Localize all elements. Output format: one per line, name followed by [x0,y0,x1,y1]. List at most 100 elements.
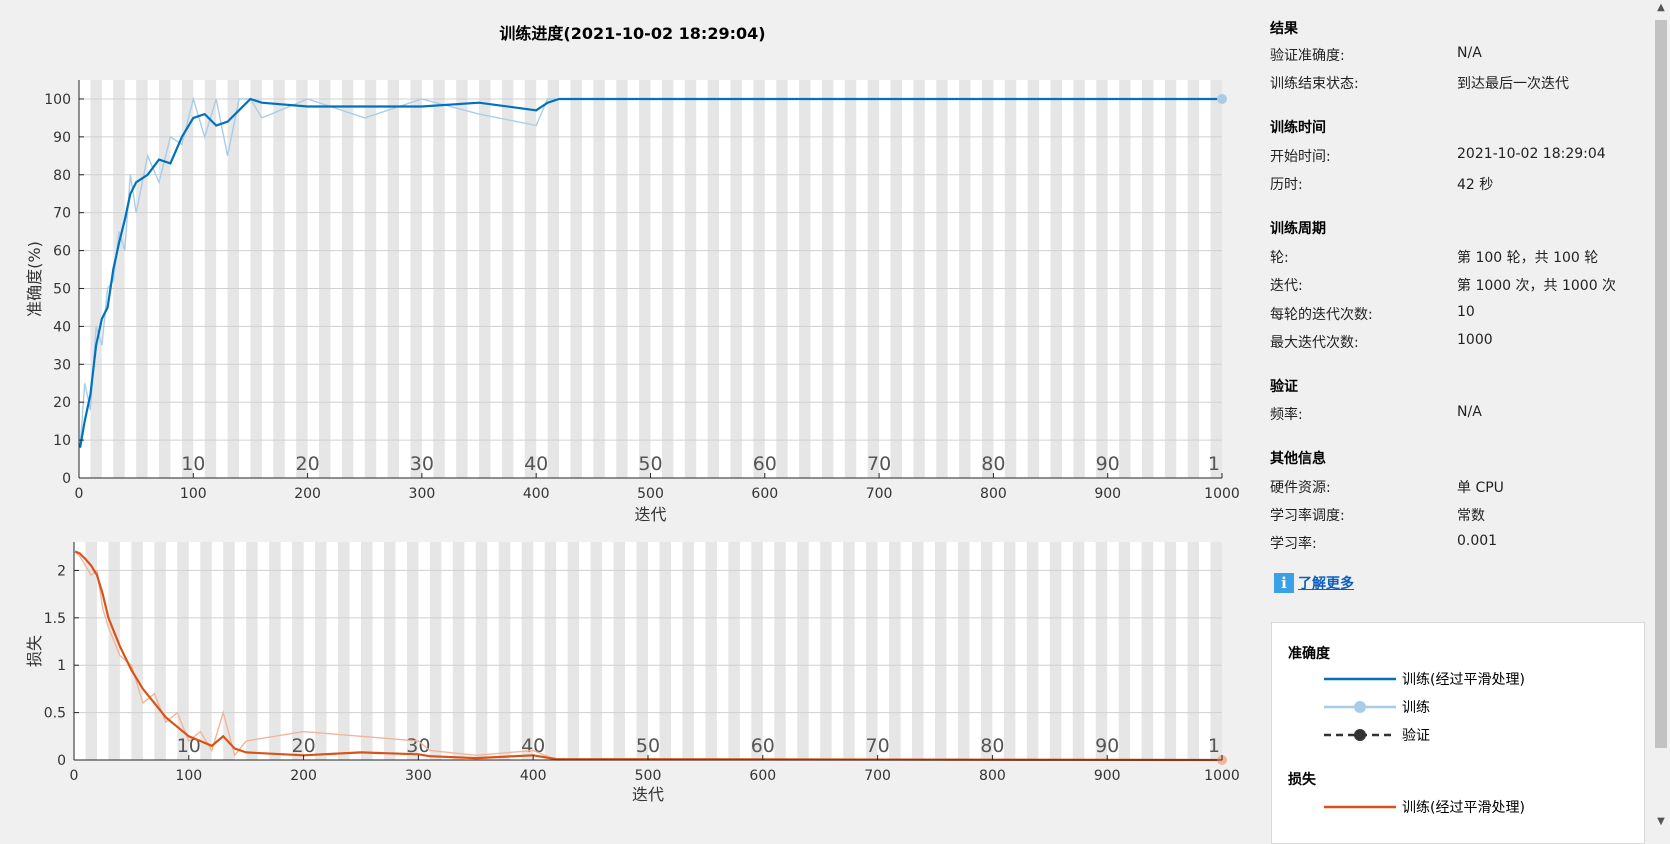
acc-epoch-band [364,80,377,478]
legend-acc-val: 验证 [1324,725,1430,745]
results-heading: 结果 [1270,21,1298,37]
legend-accuracy-heading: 准确度 [1288,646,1330,662]
val-acc-label: 验证准确度: [1270,48,1345,64]
acc-epoch-band [1004,80,1017,478]
acc-epoch-band [319,80,331,478]
acc-epoch-band [661,80,674,478]
legend-acc-smoothed-swatch [1324,677,1396,681]
loss-epoch-label: 1 [1208,735,1220,757]
acc-epoch-band [479,80,491,478]
acc-epoch-band [1164,80,1177,478]
loss-epoch-band [223,542,235,760]
loss-epoch-band [269,542,281,760]
acc-y-tick-label: 90 [53,130,71,146]
legend-acc-train-label: 训练 [1402,700,1430,716]
max-iter-label: 最大迭代次数: [1270,335,1359,351]
acc-epoch-band [639,80,651,478]
loss-epoch-band [1164,542,1177,760]
legend-acc-train-swatch [1324,701,1396,713]
loss-epoch-label: 10 [177,735,201,757]
acc-x-tick-label: 400 [523,486,550,502]
loss-epoch-band [131,542,143,760]
frequency-label: 频率: [1270,407,1303,423]
loss-epoch-band [177,542,189,760]
acc-epoch-band [707,80,720,478]
loss-epoch-band [1026,542,1039,760]
legend-loss-smoothed-label: 训练(经过平滑处理) [1402,800,1525,816]
loss-x-tick-label: 400 [520,768,547,784]
loss-epoch-band [980,542,993,760]
loss-x-tick-label: 500 [635,768,662,784]
loss-epoch-band [108,542,120,760]
legend-box: 准确度 训练(经过平滑处理) 训练 验证 损失 训练(经过平滑处理) [1271,622,1645,844]
acc-x-tick-label: 300 [409,486,436,502]
scroll-down-arrow-icon[interactable]: ▼ [1657,816,1665,827]
loss-epoch-band [1072,542,1085,760]
loss-epoch-band [383,542,396,760]
acc-epoch-band [204,80,217,478]
legend-loss-smoothed-swatch [1324,805,1396,809]
acc-epoch-band [730,80,742,478]
acc-x-tick-label: 600 [751,486,778,502]
acc-epoch-label: 20 [296,453,320,475]
loss-epoch-band [406,542,419,760]
acc-y-tick-label: 10 [53,433,71,449]
acc-epoch-band [433,80,445,478]
hardware-value: 单 CPU [1457,480,1504,496]
loss-epoch-band [636,542,648,760]
iteration-label: 迭代: [1270,278,1303,294]
loss-x-tick-label: 200 [290,768,317,784]
acc-epoch-band [616,80,628,478]
end-state-label: 训练结束状态: [1270,76,1359,92]
learn-more-link[interactable]: 了解更多 [1298,576,1354,592]
scroll-up-arrow-icon[interactable]: ▲ [1657,2,1665,13]
loss-epoch-band [154,542,166,760]
acc-epoch-band [753,80,765,478]
acc-epoch-band [227,80,240,478]
loss-epoch-band [843,542,855,760]
loss-epoch-band [751,542,763,760]
acc-epoch-band [296,80,308,478]
loss-epoch-band [498,542,511,760]
iter-per-epoch-label: 每轮的迭代次数: [1270,307,1373,323]
loss-epoch-band [429,542,442,760]
acc-epoch-label: 90 [1096,453,1120,475]
loss-epoch-band [338,542,350,760]
loss-epoch-band [682,542,694,760]
legend-acc-smoothed-label: 训练(经过平滑处理) [1402,672,1525,688]
acc-epoch-band [799,80,811,478]
acc-epoch-band [341,80,354,478]
acc-epoch-band [1073,80,1085,478]
acc-x-tick-label: 500 [637,486,664,502]
loss-epoch-band [200,542,212,760]
other-heading: 其他信息 [1270,451,1326,467]
loss-epoch-band [292,542,304,760]
acc-epoch-band [913,80,925,478]
lr-schedule-value: 常数 [1457,508,1485,524]
acc-y-tick-label: 60 [53,244,71,260]
acc-epoch-band [159,80,171,478]
acc-epoch-band [1096,80,1108,478]
acc-epoch-band [1187,80,1200,478]
acc-x-axis-label: 迭代 [634,505,666,524]
acc-epoch-band [273,80,285,478]
acc-epoch-band [844,80,857,478]
acc-epoch-band [821,80,834,478]
acc-epoch-band [181,80,194,478]
loss-epoch-label: 80 [980,735,1004,757]
loss-epoch-band [889,542,901,760]
acc-epoch-band [90,80,102,478]
acc-epoch-band [776,80,788,478]
vertical-scrollbar[interactable]: ▲ ▼ [1652,0,1670,830]
legend-acc-train: 训练 [1324,697,1430,717]
loss-epoch-band [246,542,258,760]
acc-x-tick-label: 100 [180,486,207,502]
acc-epoch-band [1141,80,1154,478]
val-acc-value: N/A [1457,45,1482,61]
acc-epoch-band [1027,80,1040,478]
time-heading: 训练时间 [1270,120,1326,136]
scroll-thumb[interactable] [1655,20,1667,748]
learn-more[interactable]: i 了解更多 [1274,573,1354,593]
acc-y-tick-label: 30 [53,357,71,373]
acc-x-tick-label: 200 [294,486,321,502]
